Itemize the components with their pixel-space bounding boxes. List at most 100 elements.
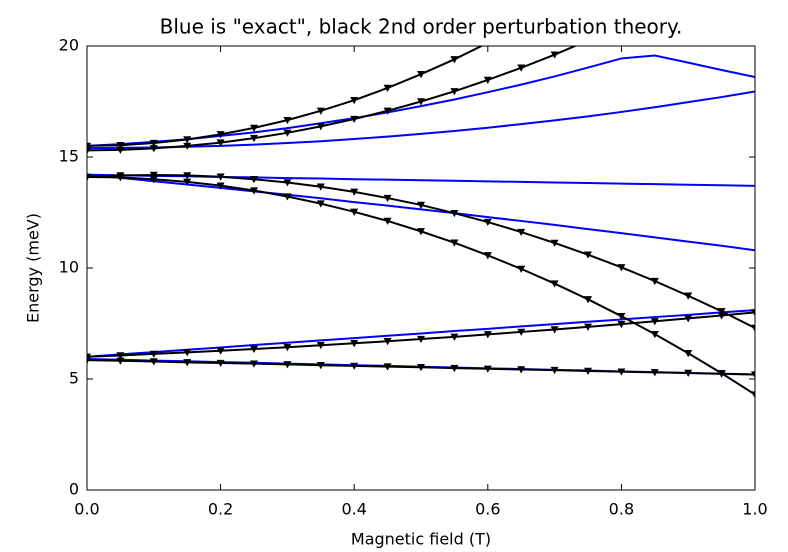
marker: [316, 123, 325, 131]
marker: [584, 323, 592, 331]
marker: [350, 340, 359, 348]
marker: [517, 265, 526, 273]
marker: [183, 349, 192, 357]
marker: [450, 364, 459, 373]
marker: [283, 179, 292, 187]
marker: [584, 251, 592, 259]
marker: [751, 391, 755, 399]
marker: [383, 217, 392, 225]
marker: [517, 228, 526, 237]
marker: [283, 344, 292, 352]
marker: [250, 134, 258, 143]
marker: [250, 360, 258, 368]
marker: [149, 176, 158, 184]
y-tick-label: 0: [69, 480, 79, 499]
marker: [116, 352, 125, 360]
marker: [216, 131, 225, 139]
marker: [383, 107, 392, 115]
marker: [216, 347, 225, 355]
marker: [450, 333, 459, 341]
marker: [283, 116, 292, 125]
marker: [617, 320, 626, 329]
marker: [283, 361, 292, 369]
x-tick-label: 1.0: [742, 500, 767, 519]
marker: [149, 145, 158, 153]
marker: [250, 124, 258, 132]
series-line: [87, 173, 755, 252]
marker: [87, 147, 91, 155]
marker: [250, 187, 258, 195]
marker: [183, 178, 192, 186]
marker: [450, 209, 459, 218]
marker: [216, 139, 225, 147]
marker: [350, 362, 359, 370]
marker: [450, 88, 459, 96]
y-tick-label: 5: [69, 369, 79, 388]
marker: [316, 107, 325, 115]
marker: [183, 136, 192, 144]
x-tick-label: 0.2: [208, 500, 233, 519]
marker: [717, 312, 726, 320]
marker: [116, 174, 125, 182]
marker: [417, 201, 425, 209]
marker: [87, 142, 91, 150]
marker: [183, 172, 192, 180]
y-axis-label: Energy (meV): [24, 213, 43, 323]
marker: [183, 142, 192, 150]
marker: [617, 312, 626, 321]
marker: [717, 308, 726, 316]
marker: [149, 350, 158, 358]
marker: [87, 353, 91, 361]
marker: [316, 342, 325, 350]
marker: [684, 292, 693, 300]
marker: [650, 318, 659, 326]
marker: [617, 264, 626, 272]
marker: [717, 370, 726, 378]
marker: [87, 173, 91, 181]
marker: [550, 51, 559, 59]
marker: [87, 356, 91, 365]
marker: [684, 350, 693, 358]
marker: [116, 142, 125, 150]
plot-area: [87, 46, 755, 399]
marker: [450, 56, 459, 64]
marker: [350, 188, 359, 196]
marker: [250, 176, 258, 184]
marker: [483, 76, 492, 84]
marker: [417, 228, 425, 236]
marker: [383, 338, 392, 346]
marker: [550, 326, 559, 334]
marker: [350, 115, 359, 124]
marker: [316, 200, 325, 208]
marker: [250, 345, 258, 354]
marker: [216, 173, 225, 181]
marker: [116, 146, 125, 154]
marker: [183, 359, 192, 367]
marker: [417, 364, 425, 372]
marker: [149, 139, 158, 148]
x-tick-label: 0.4: [341, 500, 366, 519]
marker: [383, 194, 392, 203]
marker: [383, 363, 392, 371]
marker: [550, 239, 559, 247]
marker: [684, 369, 693, 378]
marker: [350, 96, 359, 105]
x-axis-label: Magnetic field (T): [351, 530, 491, 549]
marker: [417, 335, 425, 344]
marker: [617, 368, 626, 376]
y-tick-label: 10: [59, 258, 79, 277]
series-line: [87, 90, 755, 150]
marker: [584, 296, 592, 304]
marker: [584, 367, 592, 376]
marker: [483, 331, 492, 339]
x-tick-label: 0.8: [609, 500, 634, 519]
marker: [483, 218, 492, 227]
marker: [216, 182, 225, 190]
marker: [216, 359, 225, 368]
marker: [283, 129, 292, 137]
marker: [450, 239, 459, 247]
y-tick-label: 20: [59, 36, 79, 55]
x-tick-label: 0.6: [475, 500, 500, 519]
